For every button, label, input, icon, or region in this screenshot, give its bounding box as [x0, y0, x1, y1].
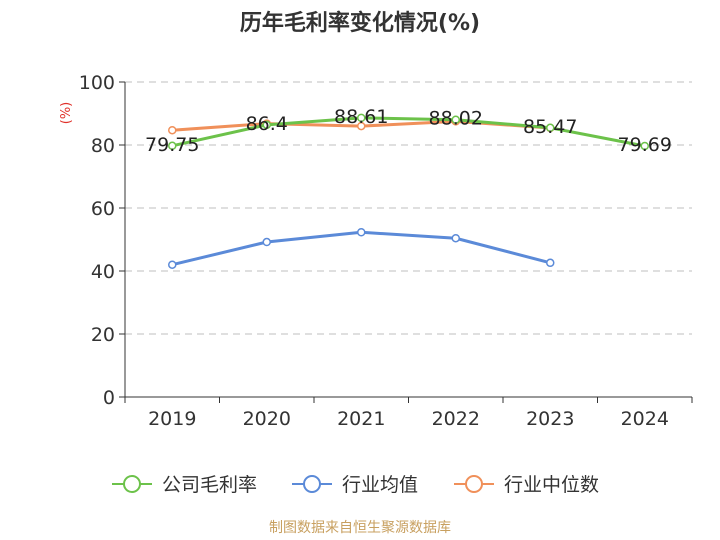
data-label: 86.4: [246, 113, 288, 135]
x-tick-label: 2023: [526, 408, 574, 430]
data-label: 85.47: [523, 116, 577, 138]
legend-label-2: 行业中位数: [504, 474, 599, 496]
series-point-0: [357, 113, 366, 123]
series-point-0: [451, 115, 460, 124]
y-tick-label: 100: [79, 72, 115, 94]
y-tick-label: 40: [91, 261, 115, 283]
series-line-0: [170, 116, 647, 148]
y-tick-label: 80: [91, 135, 115, 157]
x-tick-label: 2022: [432, 408, 480, 430]
source-note: 制图数据来自恒生聚源数据库: [269, 520, 451, 536]
series-point-0: [168, 141, 177, 151]
gridlines: [125, 81, 692, 335]
legend-label-1: 行业均值: [342, 474, 418, 496]
data-label: 88.61: [334, 106, 388, 128]
legend-marker-1: [303, 475, 321, 493]
x-tick-label: 2021: [337, 408, 385, 430]
x-tick-label: 2019: [148, 408, 196, 430]
y-tick-label: 20: [91, 324, 115, 346]
legend: 公司毛利率 行业均值 行业中位数: [112, 474, 599, 496]
axes: 0 20 40 60 80 100 2019 2020 2021 2022 2023 2024: [79, 72, 693, 430]
data-label: 79.75: [145, 134, 199, 156]
series-point-1: [451, 233, 460, 243]
data-label: 88.02: [429, 108, 483, 130]
chart-title: 历年毛利率变化情况(%): [240, 10, 480, 36]
series-point-0: [546, 123, 555, 133]
series-point-1: [357, 228, 366, 237]
series-lines: [168, 113, 649, 269]
legend-marker-2: [465, 475, 483, 493]
data-labels: 79.75 86.4 88.61 88.02 85.47 79.69: [145, 106, 672, 156]
series-line-1: [170, 230, 552, 267]
series-point-0: [262, 120, 271, 130]
data-label: 79.69: [618, 134, 672, 156]
y-axis-unit: (%): [59, 102, 74, 125]
legend-label-0: 公司毛利率: [162, 474, 257, 496]
series-point-1: [546, 258, 555, 268]
series-point-2: [168, 125, 177, 135]
x-tick-label: 2024: [621, 408, 669, 430]
y-tick-label: 60: [91, 198, 115, 220]
series-point-1: [262, 237, 271, 247]
series-point-0: [640, 141, 649, 151]
series-point-2: [357, 121, 366, 131]
x-tick-label: 2020: [243, 408, 291, 430]
legend-marker-0: [123, 475, 141, 493]
y-tick-label: 0: [103, 387, 115, 409]
series-point-1: [168, 260, 177, 269]
